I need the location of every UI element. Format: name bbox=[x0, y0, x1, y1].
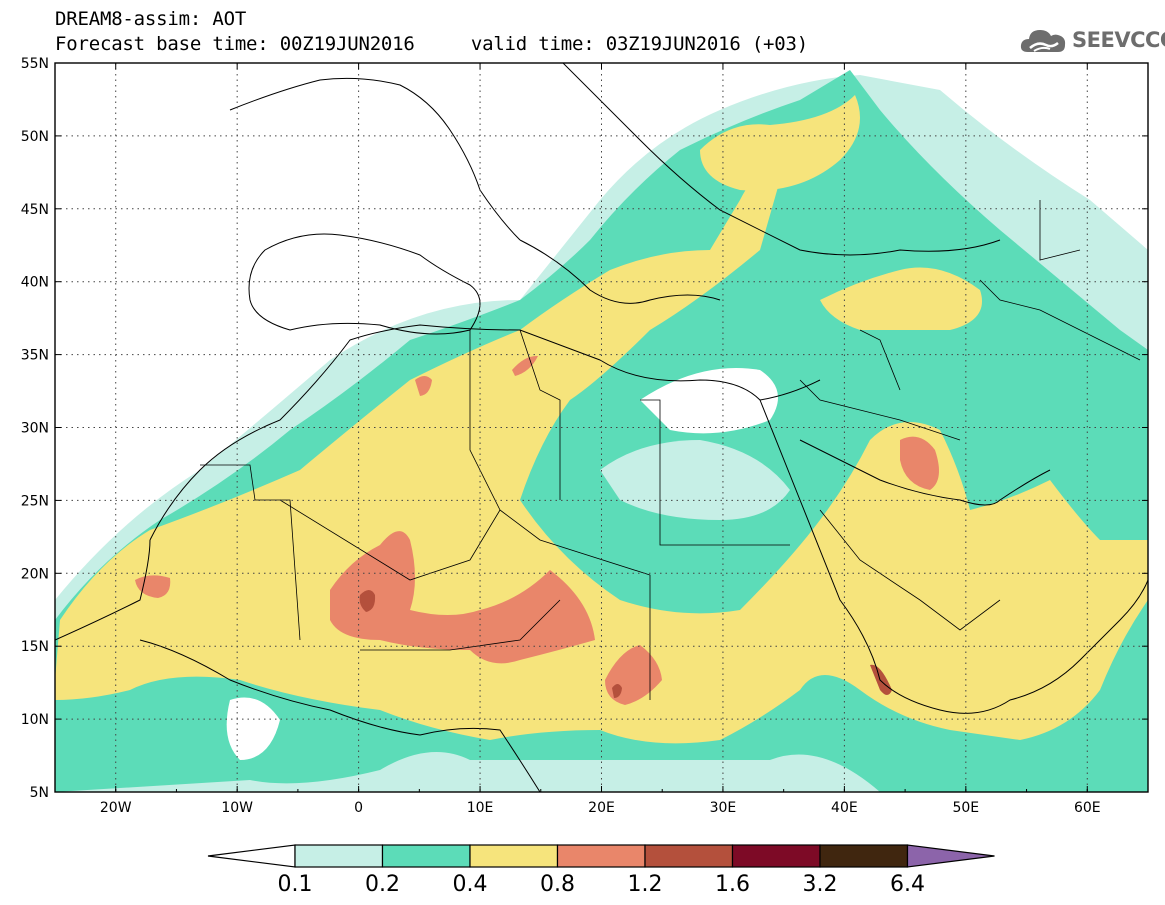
colorbar-segment bbox=[294, 844, 384, 868]
colorbar-under-arrow bbox=[207, 844, 296, 868]
lat-label: 55N bbox=[21, 56, 49, 72]
logo-text: SEEVCCC bbox=[1072, 28, 1165, 52]
colorbar-segment bbox=[381, 844, 471, 868]
aot-contour-0.4 bbox=[820, 267, 982, 330]
cloud-icon bbox=[1020, 30, 1066, 52]
aot-contour-0.8 bbox=[415, 376, 432, 396]
colorbar-segment bbox=[731, 844, 821, 868]
aot-contour-0.4 bbox=[700, 95, 860, 191]
lon-label: 60E bbox=[1074, 800, 1101, 816]
lon-label: 20E bbox=[588, 800, 615, 816]
chart-title: DREAM8-assim: AOT bbox=[55, 8, 247, 30]
graticule bbox=[55, 63, 1148, 792]
aot-contour-0.1 bbox=[226, 697, 280, 760]
aot-contour-1.2 bbox=[612, 684, 622, 698]
aot-contour-0.8 bbox=[135, 575, 171, 598]
aot-contour-1.2 bbox=[359, 590, 376, 612]
lat-label: 40N bbox=[21, 275, 49, 291]
lon-label: 10W bbox=[221, 800, 253, 816]
lon-label: 30E bbox=[710, 800, 737, 816]
aot-contour-0.8 bbox=[900, 436, 939, 490]
colorbar-labels: 0.1 0.2 0.4 0.8 1.2 1.6 3.2 6.4 bbox=[278, 872, 926, 897]
colorbar-segment bbox=[556, 844, 646, 868]
colorbar-label: 0.4 bbox=[453, 872, 488, 897]
colorbar-label: 3.2 bbox=[803, 872, 838, 897]
lat-label: 50N bbox=[21, 129, 49, 145]
chart-subtitle: Forecast base time: 00Z19JUN2016 valid t… bbox=[55, 33, 809, 55]
colorbar-label: 0.2 bbox=[365, 872, 400, 897]
colorbar-label: 0.8 bbox=[540, 872, 575, 897]
colorbar-over-arrow bbox=[906, 844, 995, 868]
lon-label: 0 bbox=[354, 800, 363, 816]
lat-label: 25N bbox=[21, 493, 49, 509]
colorbar-label: 0.1 bbox=[278, 872, 313, 897]
coastlines bbox=[55, 63, 1148, 792]
aot-contour-0.8 bbox=[330, 531, 595, 664]
lat-label: 5N bbox=[30, 785, 49, 801]
lon-labels: 20W 10W 0 10E 20E 30E 40E 50E 60E bbox=[100, 800, 1101, 816]
lon-label: 20W bbox=[100, 800, 132, 816]
colorbar-label: 6.4 bbox=[890, 872, 925, 897]
axis-ticks bbox=[54, 62, 1149, 793]
country-borders bbox=[200, 200, 1141, 700]
aot-contour-0.4 bbox=[55, 173, 1148, 744]
lat-labels: 55N 50N 45N 40N 35N 30N 25N 20N 15N 10N 5N bbox=[21, 56, 49, 801]
colorbar-label: 1.6 bbox=[715, 872, 750, 897]
aot-contour-0.1 bbox=[640, 368, 778, 434]
colorbar bbox=[207, 844, 995, 868]
aot-contour-1.2 bbox=[870, 664, 892, 695]
colorbar-segment bbox=[819, 844, 909, 868]
lon-label: 50E bbox=[952, 800, 979, 816]
colorbar-label: 1.2 bbox=[628, 872, 663, 897]
lat-label: 15N bbox=[21, 639, 49, 655]
lat-label: 30N bbox=[21, 421, 49, 437]
aot-contour-0.8 bbox=[512, 355, 538, 376]
lat-label: 10N bbox=[21, 712, 49, 728]
colorbar-segment bbox=[469, 844, 559, 868]
lat-label: 35N bbox=[21, 348, 49, 364]
colorbar-segment bbox=[644, 844, 734, 868]
lat-label: 20N bbox=[21, 566, 49, 582]
lon-label: 10E bbox=[467, 800, 494, 816]
seevccc-logo: SEEVCCC bbox=[1018, 24, 1165, 58]
lon-label: 40E bbox=[831, 800, 858, 816]
lat-label: 45N bbox=[21, 202, 49, 218]
